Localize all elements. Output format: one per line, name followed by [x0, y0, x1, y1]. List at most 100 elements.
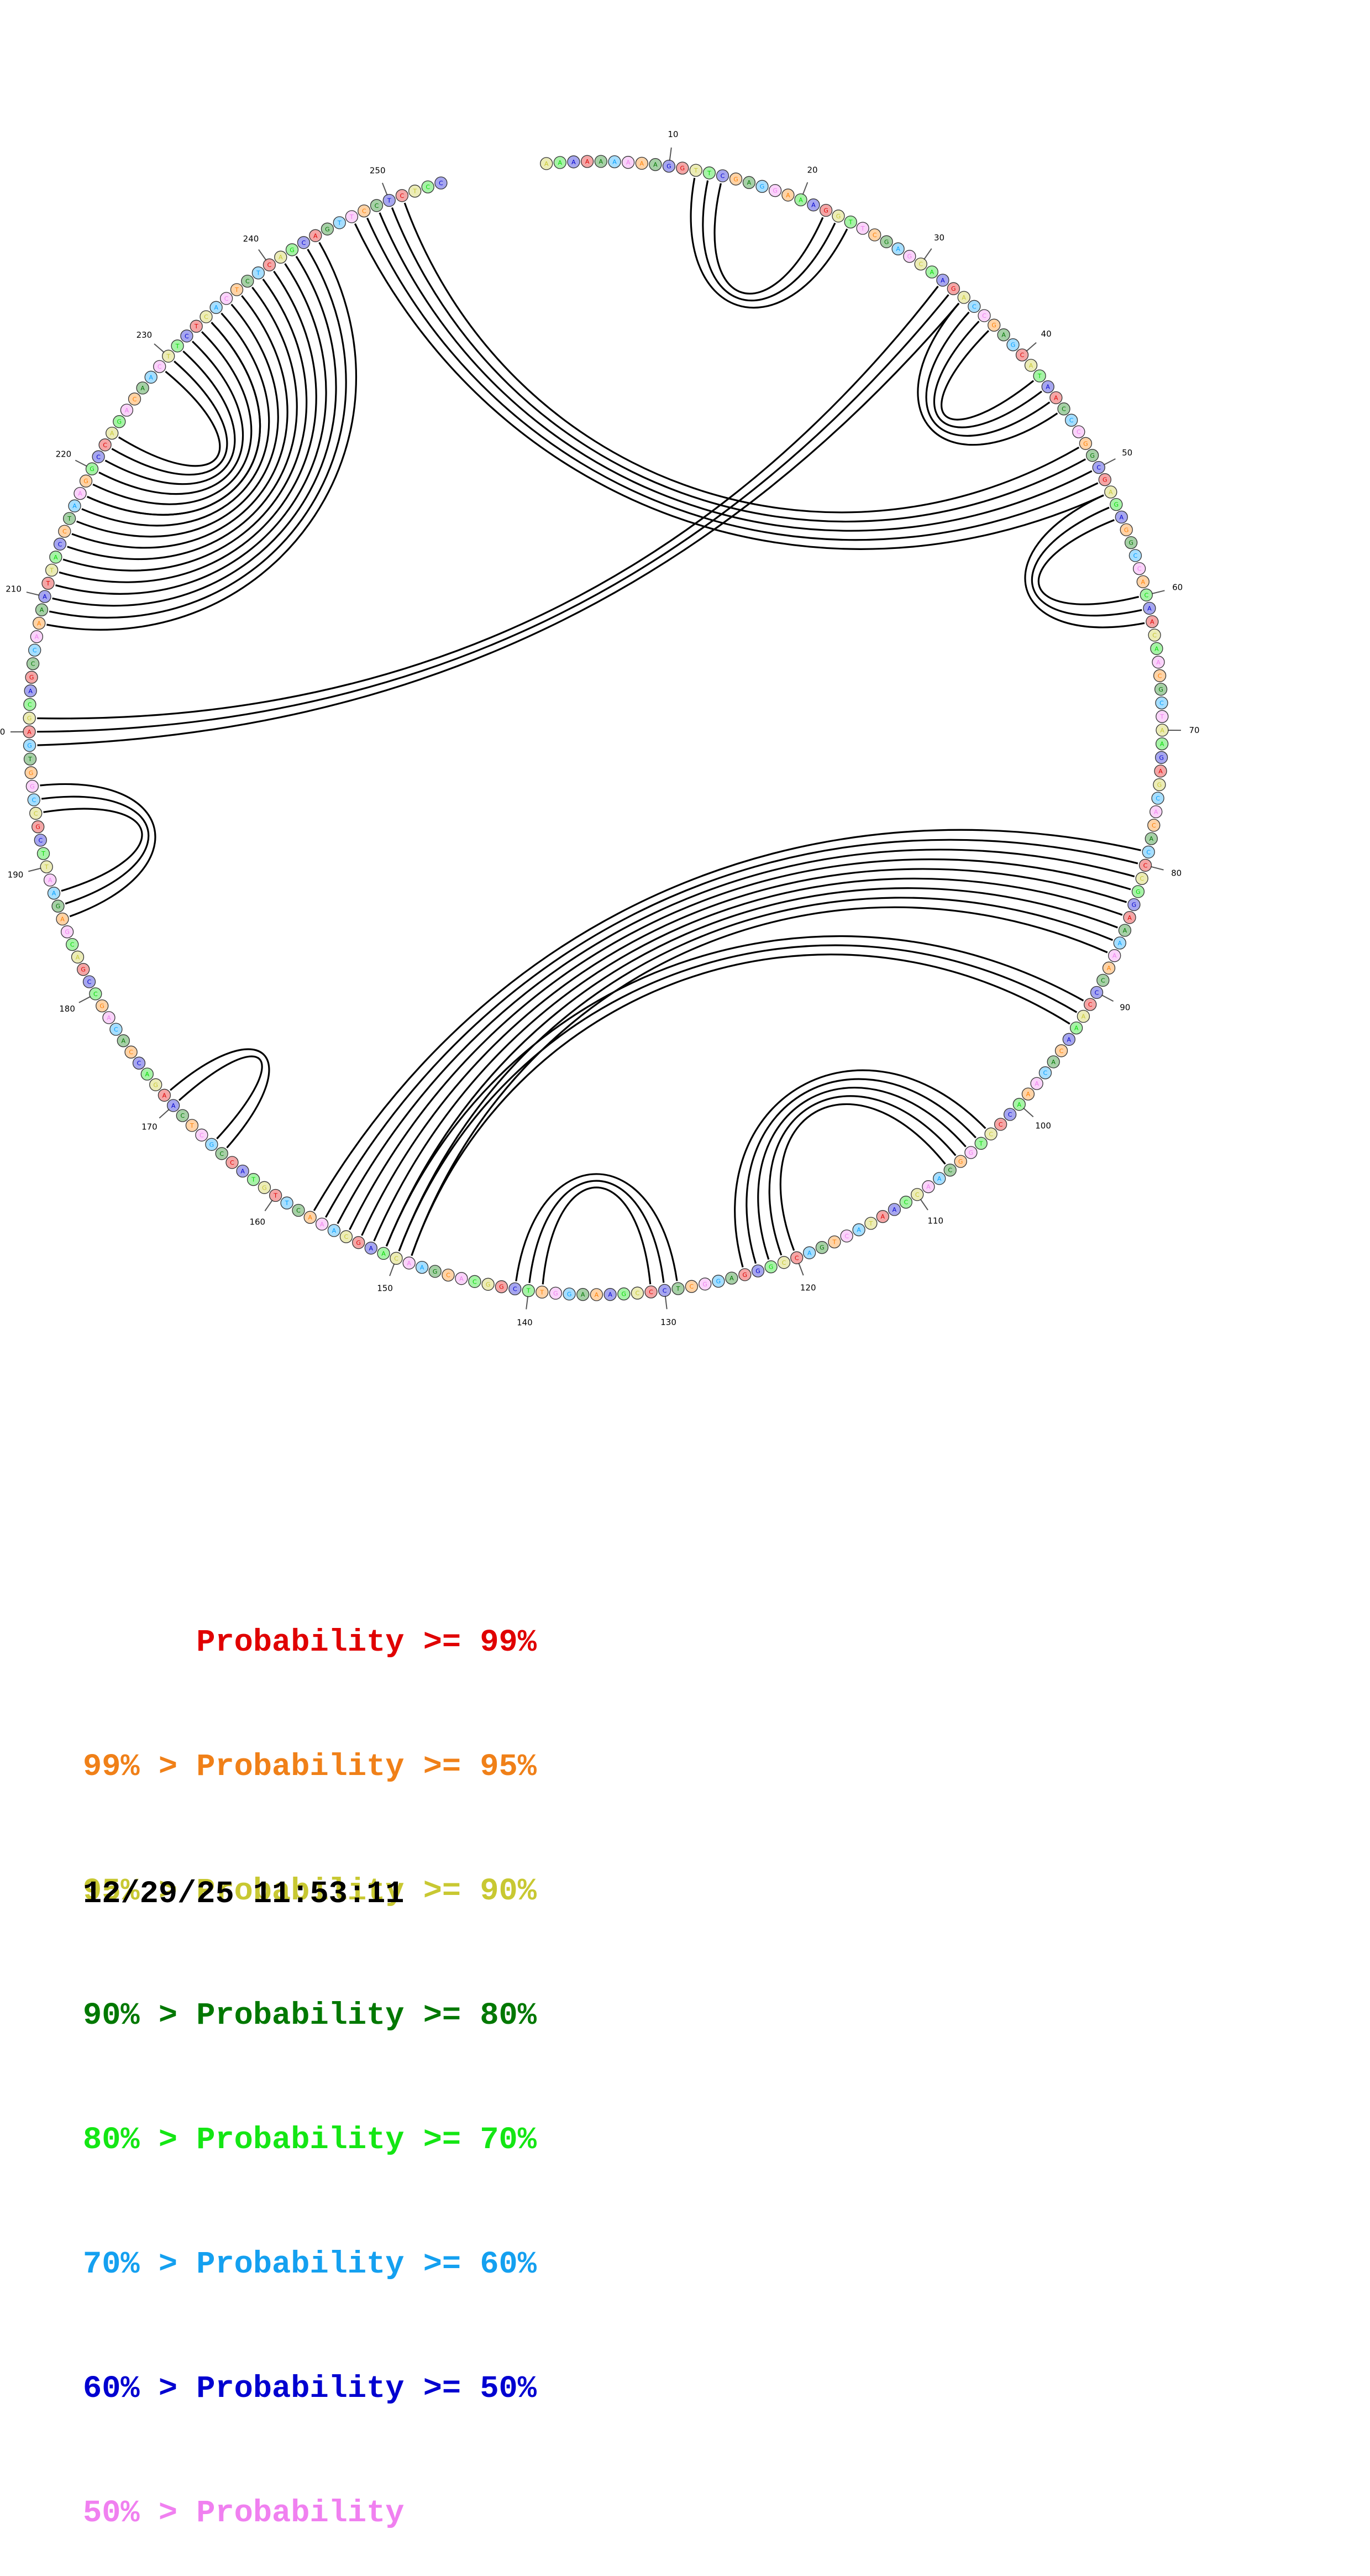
position-label: 160	[249, 1217, 265, 1227]
svg-text:A: A	[320, 1221, 324, 1228]
nucleotide: C	[1039, 1067, 1051, 1079]
svg-text:A: A	[962, 294, 966, 301]
base-pair-arc	[41, 797, 149, 904]
base-pair-arc	[392, 208, 1085, 522]
svg-text:T: T	[28, 756, 32, 763]
nucleotide: G	[1007, 339, 1019, 351]
svg-text:G: G	[35, 824, 40, 831]
position-tick	[1023, 1108, 1033, 1117]
nucleotide: G	[1120, 523, 1132, 536]
nucleotide: G	[988, 319, 1000, 331]
svg-text:C: C	[918, 261, 923, 268]
svg-text:A: A	[1046, 384, 1050, 391]
svg-text:G: G	[702, 1281, 707, 1288]
svg-text:T: T	[707, 170, 711, 177]
nucleotide: T	[281, 1197, 293, 1209]
nucleotide: G	[1156, 751, 1168, 763]
svg-text:T: T	[234, 286, 239, 294]
position-tick	[382, 183, 387, 195]
nucleotide: A	[1156, 738, 1168, 750]
nucleotide: G	[1079, 437, 1091, 449]
svg-text:A: A	[626, 159, 631, 166]
nucleotide: A	[876, 1211, 889, 1223]
nucleotide: C	[944, 1164, 956, 1176]
nucleotide: C	[631, 1287, 643, 1299]
nucleotide: A	[1077, 1010, 1089, 1023]
svg-text:A: A	[926, 1184, 931, 1191]
svg-text:A: A	[145, 1071, 150, 1078]
nucleotide: T	[383, 195, 395, 207]
nucleotide: C	[1140, 589, 1152, 601]
nucleotide: G	[80, 475, 92, 487]
nucleotide: G	[769, 185, 781, 197]
svg-text:A: A	[1029, 362, 1033, 369]
nucleotide: T	[42, 577, 54, 589]
nucleotide: G	[1155, 683, 1167, 695]
nucleotide: A	[1109, 950, 1121, 962]
svg-text:T: T	[349, 213, 354, 221]
svg-text:C: C	[38, 837, 43, 844]
nucleotide: C	[133, 1057, 145, 1069]
svg-text:A: A	[1082, 1013, 1086, 1020]
nucleotide: A	[416, 1261, 428, 1274]
nucleotide: C	[509, 1283, 521, 1295]
nucleotide: G	[286, 244, 298, 256]
svg-text:T: T	[526, 1287, 531, 1295]
position-tick	[1151, 867, 1163, 870]
nucleotide: A	[158, 1089, 170, 1101]
svg-text:C: C	[439, 180, 443, 187]
svg-text:A: A	[407, 1260, 411, 1267]
svg-text:G: G	[836, 213, 841, 220]
nucleotide: C	[1142, 846, 1154, 858]
svg-text:A: A	[786, 192, 790, 199]
svg-text:C: C	[137, 1060, 141, 1067]
base-pair-arc	[362, 869, 1127, 1235]
svg-text:A: A	[1150, 619, 1154, 626]
base-pair-arc	[63, 279, 307, 570]
svg-text:A: A	[107, 1014, 111, 1022]
svg-text:G: G	[951, 285, 956, 292]
base-pair-arc	[405, 203, 1079, 512]
svg-text:A: A	[941, 277, 945, 284]
svg-text:A: A	[544, 160, 549, 167]
nucleotide: G	[954, 1155, 967, 1167]
svg-text:G: G	[356, 1239, 361, 1247]
svg-text:C: C	[70, 941, 75, 949]
position-label: 90	[1120, 1002, 1130, 1012]
svg-text:A: A	[1067, 1036, 1072, 1043]
base-pair-arc	[46, 243, 356, 630]
nucleotide: G	[321, 223, 333, 235]
nucleotide: G	[25, 767, 37, 779]
nucleotide: C	[196, 1129, 208, 1141]
nucleotide: C	[968, 300, 980, 312]
nucleotide: A	[120, 404, 133, 416]
svg-text:A: A	[78, 490, 82, 498]
nucleotide: A	[1150, 806, 1162, 818]
nucleotide: A	[106, 427, 118, 439]
svg-text:A: A	[28, 688, 33, 695]
svg-text:C: C	[649, 1289, 653, 1296]
svg-text:C: C	[989, 1130, 993, 1138]
base-pair-arc	[516, 1174, 677, 1281]
svg-text:A: A	[1051, 1059, 1056, 1066]
svg-text:A: A	[729, 1275, 734, 1282]
nucleotide: G	[26, 780, 38, 792]
svg-text:C: C	[1143, 862, 1148, 869]
base-pair-arc	[399, 898, 1112, 1251]
nucleotide: A	[1047, 1056, 1059, 1068]
svg-text:C: C	[1059, 1048, 1064, 1055]
svg-text:C: C	[200, 1132, 204, 1139]
base-pair-arc	[119, 371, 220, 466]
nucleotide: C	[226, 1156, 238, 1169]
nucleotide: C	[66, 939, 78, 951]
svg-text:G: G	[567, 1291, 572, 1298]
nucleotide: C	[27, 658, 39, 670]
svg-text:A: A	[612, 159, 617, 166]
nucleotide: G	[353, 1237, 365, 1249]
nucleotide: C	[371, 200, 383, 212]
nucleotide: A	[595, 155, 607, 167]
nucleotide: C	[28, 794, 40, 806]
nucleotide: A	[316, 1218, 328, 1230]
nucleotide: A	[39, 590, 51, 603]
svg-text:A: A	[599, 158, 603, 165]
